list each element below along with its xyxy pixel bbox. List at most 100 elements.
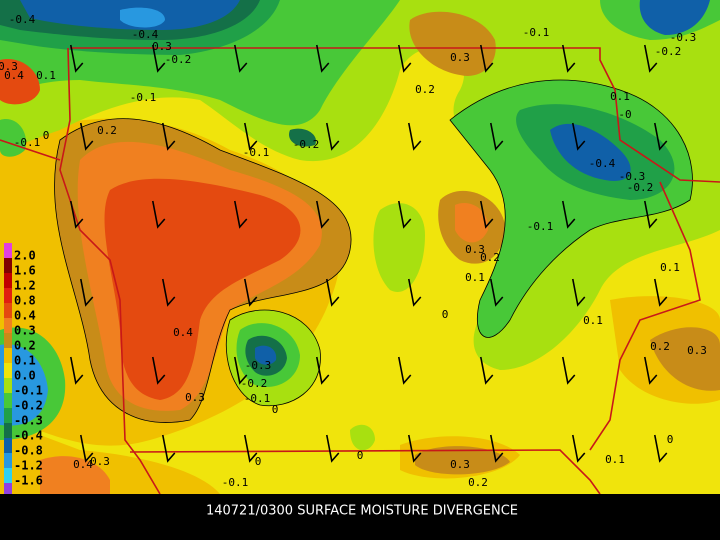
- contour-label: 0.1: [660, 261, 680, 274]
- legend-swatch: [4, 453, 12, 468]
- legend-swatch: [4, 318, 12, 333]
- contour-label: 0.2: [97, 124, 117, 137]
- contour-label: 0.3: [450, 51, 470, 64]
- legend-swatch: [4, 348, 12, 363]
- wind-barb: [479, 200, 494, 229]
- wind-barb: [643, 200, 658, 229]
- wind-barb: [561, 356, 576, 385]
- contour-label: 0.2: [480, 251, 500, 264]
- contour-label: 0.1: [610, 90, 630, 103]
- wind-barb: [571, 122, 586, 151]
- wind-barb: [489, 434, 504, 463]
- contour-labels: -0.4-0.40.3-0.2-0.1 -0.3-0.20.30.2-0.10.2…: [0, 13, 707, 489]
- contour-label: 0: [43, 129, 50, 142]
- wind-barb: [243, 122, 258, 151]
- legend-label: 0.0: [14, 369, 36, 383]
- contour-label: -0.2: [627, 181, 654, 194]
- legend-swatch: [4, 243, 12, 258]
- contour-label: 0.4: [73, 458, 93, 471]
- wind-barb: [315, 356, 330, 385]
- contour-label: 0.3: [152, 40, 172, 53]
- contour-label: 0: [357, 449, 364, 462]
- wind-barb: [233, 356, 248, 385]
- contour-label: 0.2: [650, 340, 670, 353]
- wind-barb: [561, 44, 576, 73]
- wind-barb: [561, 200, 576, 229]
- contour-label: -0: [618, 108, 631, 121]
- map-title: 140721/0300 SURFACE MOISTURE DIVERGENCE: [206, 504, 518, 519]
- field: [0, 0, 720, 494]
- legend-label: 0.3: [14, 324, 36, 338]
- contour-label: 0.1: [465, 271, 485, 284]
- wind-barb: [315, 200, 330, 229]
- contour-label: 0: [255, 455, 262, 468]
- wind-barb: [325, 278, 340, 307]
- wind-barb: [653, 122, 668, 151]
- legend-label: 0.1: [14, 354, 36, 368]
- contour-label: -0.3: [245, 359, 272, 372]
- legend-label: 1.2: [14, 279, 36, 293]
- wind-barb: [397, 44, 412, 73]
- contour-label: 0.1: [583, 314, 603, 327]
- color-legend: 2.01.61.20.80.40.30.20.10.0-0.1-0.2-0.3-…: [4, 243, 43, 498]
- legend-swatch: [4, 288, 12, 303]
- wind-barb: [315, 44, 330, 73]
- legend-swatch: [4, 333, 12, 348]
- legend-swatch: [4, 423, 12, 438]
- contour-label: 0.1: [36, 69, 56, 82]
- contour-label: 0.2: [415, 83, 435, 96]
- legend-swatch: [4, 258, 12, 273]
- contour-label: 0.3: [0, 60, 18, 73]
- legend-label: -0.4: [14, 429, 43, 443]
- contour-label: 0.3: [450, 458, 470, 471]
- contour-label: -0.1: [523, 26, 550, 39]
- contour-label: 0: [667, 433, 674, 446]
- legend-label: -0.3: [14, 414, 43, 428]
- wind-barb: [325, 122, 340, 151]
- contour-label: -0.1: [527, 220, 554, 233]
- wind-barb: [79, 278, 94, 307]
- wind-barb: [243, 278, 258, 307]
- wind-barb: [407, 122, 422, 151]
- wind-barb: [69, 356, 84, 385]
- contour-label: 0: [272, 403, 279, 416]
- contour-label: -0.1: [222, 476, 249, 489]
- state-borders: [0, 47, 720, 495]
- contour-label: -0.2: [241, 377, 268, 390]
- legend-swatch: [4, 273, 12, 288]
- wind-barb: [325, 434, 340, 463]
- legend-label: 0.4: [14, 309, 36, 323]
- contour-label: -0.1: [130, 91, 157, 104]
- wind-barb: [151, 44, 166, 73]
- wind-barb: [151, 200, 166, 229]
- contour-label: 0.3: [687, 344, 707, 357]
- legend-swatch: [4, 363, 12, 378]
- legend-label: -1.2: [14, 459, 43, 473]
- wind-barb: [69, 200, 84, 229]
- wind-barb: [243, 434, 258, 463]
- wind-barb: [653, 278, 668, 307]
- legend-label: -0.8: [14, 444, 43, 458]
- wind-barb: [79, 122, 94, 151]
- contour-label: -0.2: [293, 138, 320, 151]
- legend-label: 0.8: [14, 294, 36, 308]
- wind-barbs: [69, 44, 668, 463]
- contour-label: -0.4: [132, 28, 159, 41]
- contour-label: 0.4: [173, 326, 193, 339]
- wind-barb: [233, 200, 248, 229]
- legend-label: -0.1: [14, 384, 43, 398]
- contour-label: 0.1: [605, 453, 625, 466]
- wind-barb: [407, 434, 422, 463]
- legend-swatch: [4, 303, 12, 318]
- contour-label: -0.3: [670, 31, 697, 44]
- legend-swatch: [4, 468, 12, 483]
- wind-barb: [161, 122, 176, 151]
- wind-barb: [643, 356, 658, 385]
- wind-barb: [161, 278, 176, 307]
- wind-barb: [233, 44, 248, 73]
- wind-barb: [161, 434, 176, 463]
- legend-label: -0.2: [14, 399, 43, 413]
- wind-barb: [571, 278, 586, 307]
- wind-barb: [571, 434, 586, 463]
